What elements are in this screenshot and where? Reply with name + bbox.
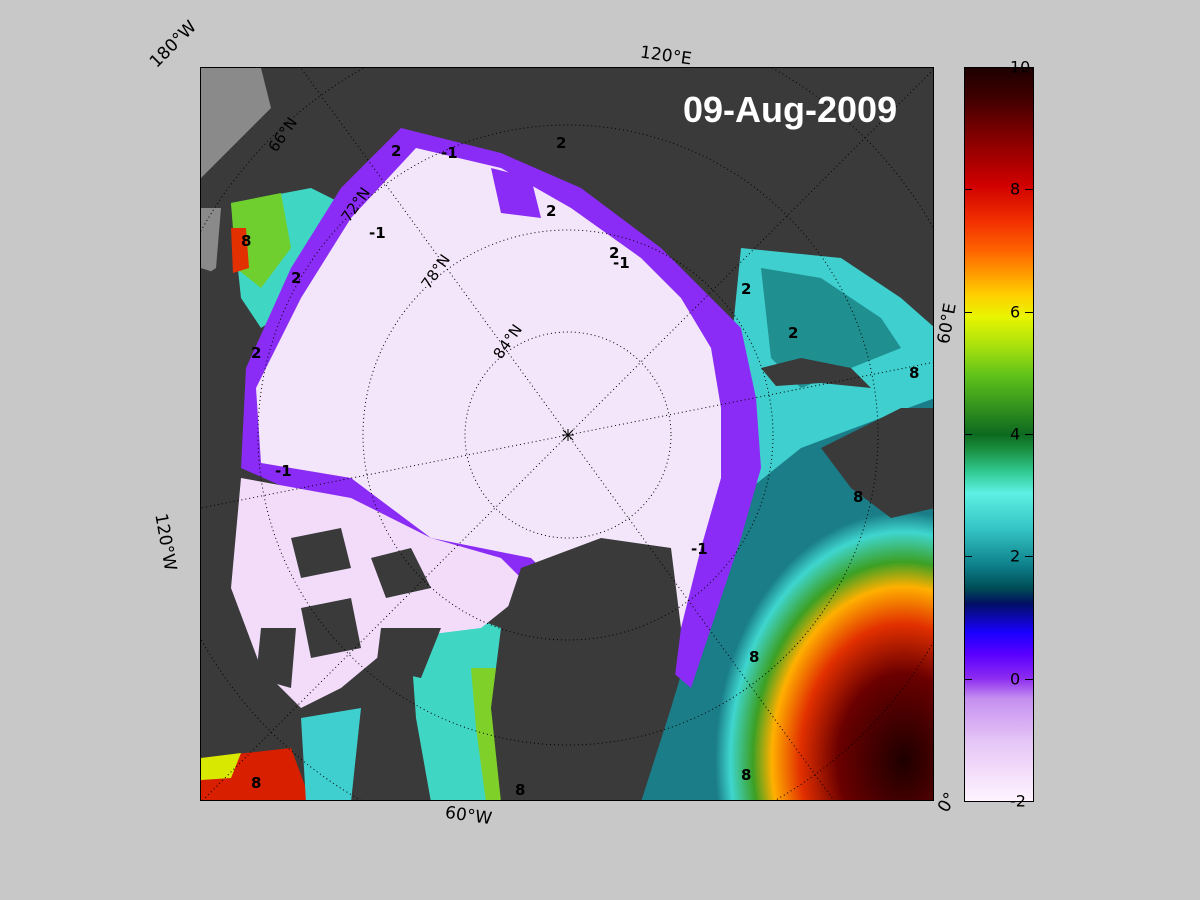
contour-label: 2 [788,324,798,342]
colorbar-tick [964,556,972,558]
colorbar-tick [964,189,972,191]
nodata-area [201,68,271,178]
colorbar-tick-label: 6 [1010,302,1021,322]
archipelago-islands [301,598,361,658]
lon-label-120e: 120°E [638,42,693,70]
contour-label: 8 [749,648,759,666]
kara-sea-water [761,268,901,388]
alaska-canada-land [201,268,241,488]
contour-label: -1 [441,144,458,162]
contour-label: 8 [853,488,863,506]
colorbar-tick [1025,311,1033,313]
colorbar-tick-label: -2 [1010,791,1026,811]
contour-label: -1 [369,224,386,242]
colorbar-tick [1025,556,1033,558]
meridian [567,69,933,436]
archipelago-islands [291,528,351,578]
colorbar-tick [964,67,972,68]
colorbar-tick-label: 10 [1010,57,1031,77]
bering-red [231,228,249,273]
colorbar-tick [964,678,972,680]
archipelago-islands [371,548,431,598]
contour-label: -1 [275,462,292,480]
colorbar-tick [1025,801,1033,802]
siberia-island [491,168,541,218]
contour-label: 8 [741,766,751,784]
contour-label: 2 [291,269,301,287]
contour-label: 2 [391,142,401,160]
colorbar-tick [964,801,972,802]
colorbar [964,67,1034,802]
contour-label: 2 [546,202,556,220]
colorbar-tick [1025,678,1033,680]
lon-label-60w: 60°W [443,802,494,830]
colorbar-tick-label: 4 [1010,424,1021,444]
hudson-bay-yellow [201,753,241,780]
graticule [201,68,933,800]
colorbar-tick [964,434,972,435]
atlantic-warm-water [622,388,933,800]
date-label: 09-Aug-2009 [683,89,898,130]
archipelago-islands [376,628,441,678]
polar-map: 84°N 78°N 72°N 66°N -1 2 8 -1 2 8 -1 2 8… [200,67,934,801]
contour-label: 8 [251,774,261,792]
colorbar-tick-label: 2 [1010,546,1021,566]
contour-label: 2 [556,134,566,152]
lon-label-0: 0° [934,789,961,816]
contour-label: -1 [691,540,708,558]
colorbar-tick [1025,434,1033,435]
colorbar-tick [1025,67,1033,68]
north-pole-marker [562,429,574,441]
lon-label-120w: 120°W [150,512,181,573]
contour-label: -1 [613,254,630,272]
latitude-circle-72 [257,124,879,746]
archipelago-islands [256,628,296,688]
map-svg: 84°N 78°N 72°N 66°N -1 2 8 -1 2 8 -1 2 8… [201,68,933,800]
contour-label: 8 [241,232,251,250]
contour-label: 2 [251,344,261,362]
lon-label-60e: 60°E [934,301,961,346]
contour-label: 8 [909,364,919,382]
nodata-area [201,208,221,278]
lat-label-66n: 66°N [265,114,301,155]
sea-ice [256,148,721,668]
colorbar-tick-label: 8 [1010,179,1021,199]
latitude-circle-78 [362,229,774,641]
latitude-circle-84 [464,331,672,539]
contour-label: 2 [609,244,619,262]
meridian [202,434,569,800]
contour-label: 8 [515,781,525,799]
colorbar-tick-label: 0 [1010,669,1021,689]
contour-label: 2 [741,280,751,298]
colorbar-tick [964,311,972,313]
greenland [491,538,681,800]
lon-label-180w: 180°W [145,17,201,72]
colorbar-tick [1025,189,1033,191]
hudson-bay-cyan [301,708,361,800]
siberia-land [411,68,933,297]
